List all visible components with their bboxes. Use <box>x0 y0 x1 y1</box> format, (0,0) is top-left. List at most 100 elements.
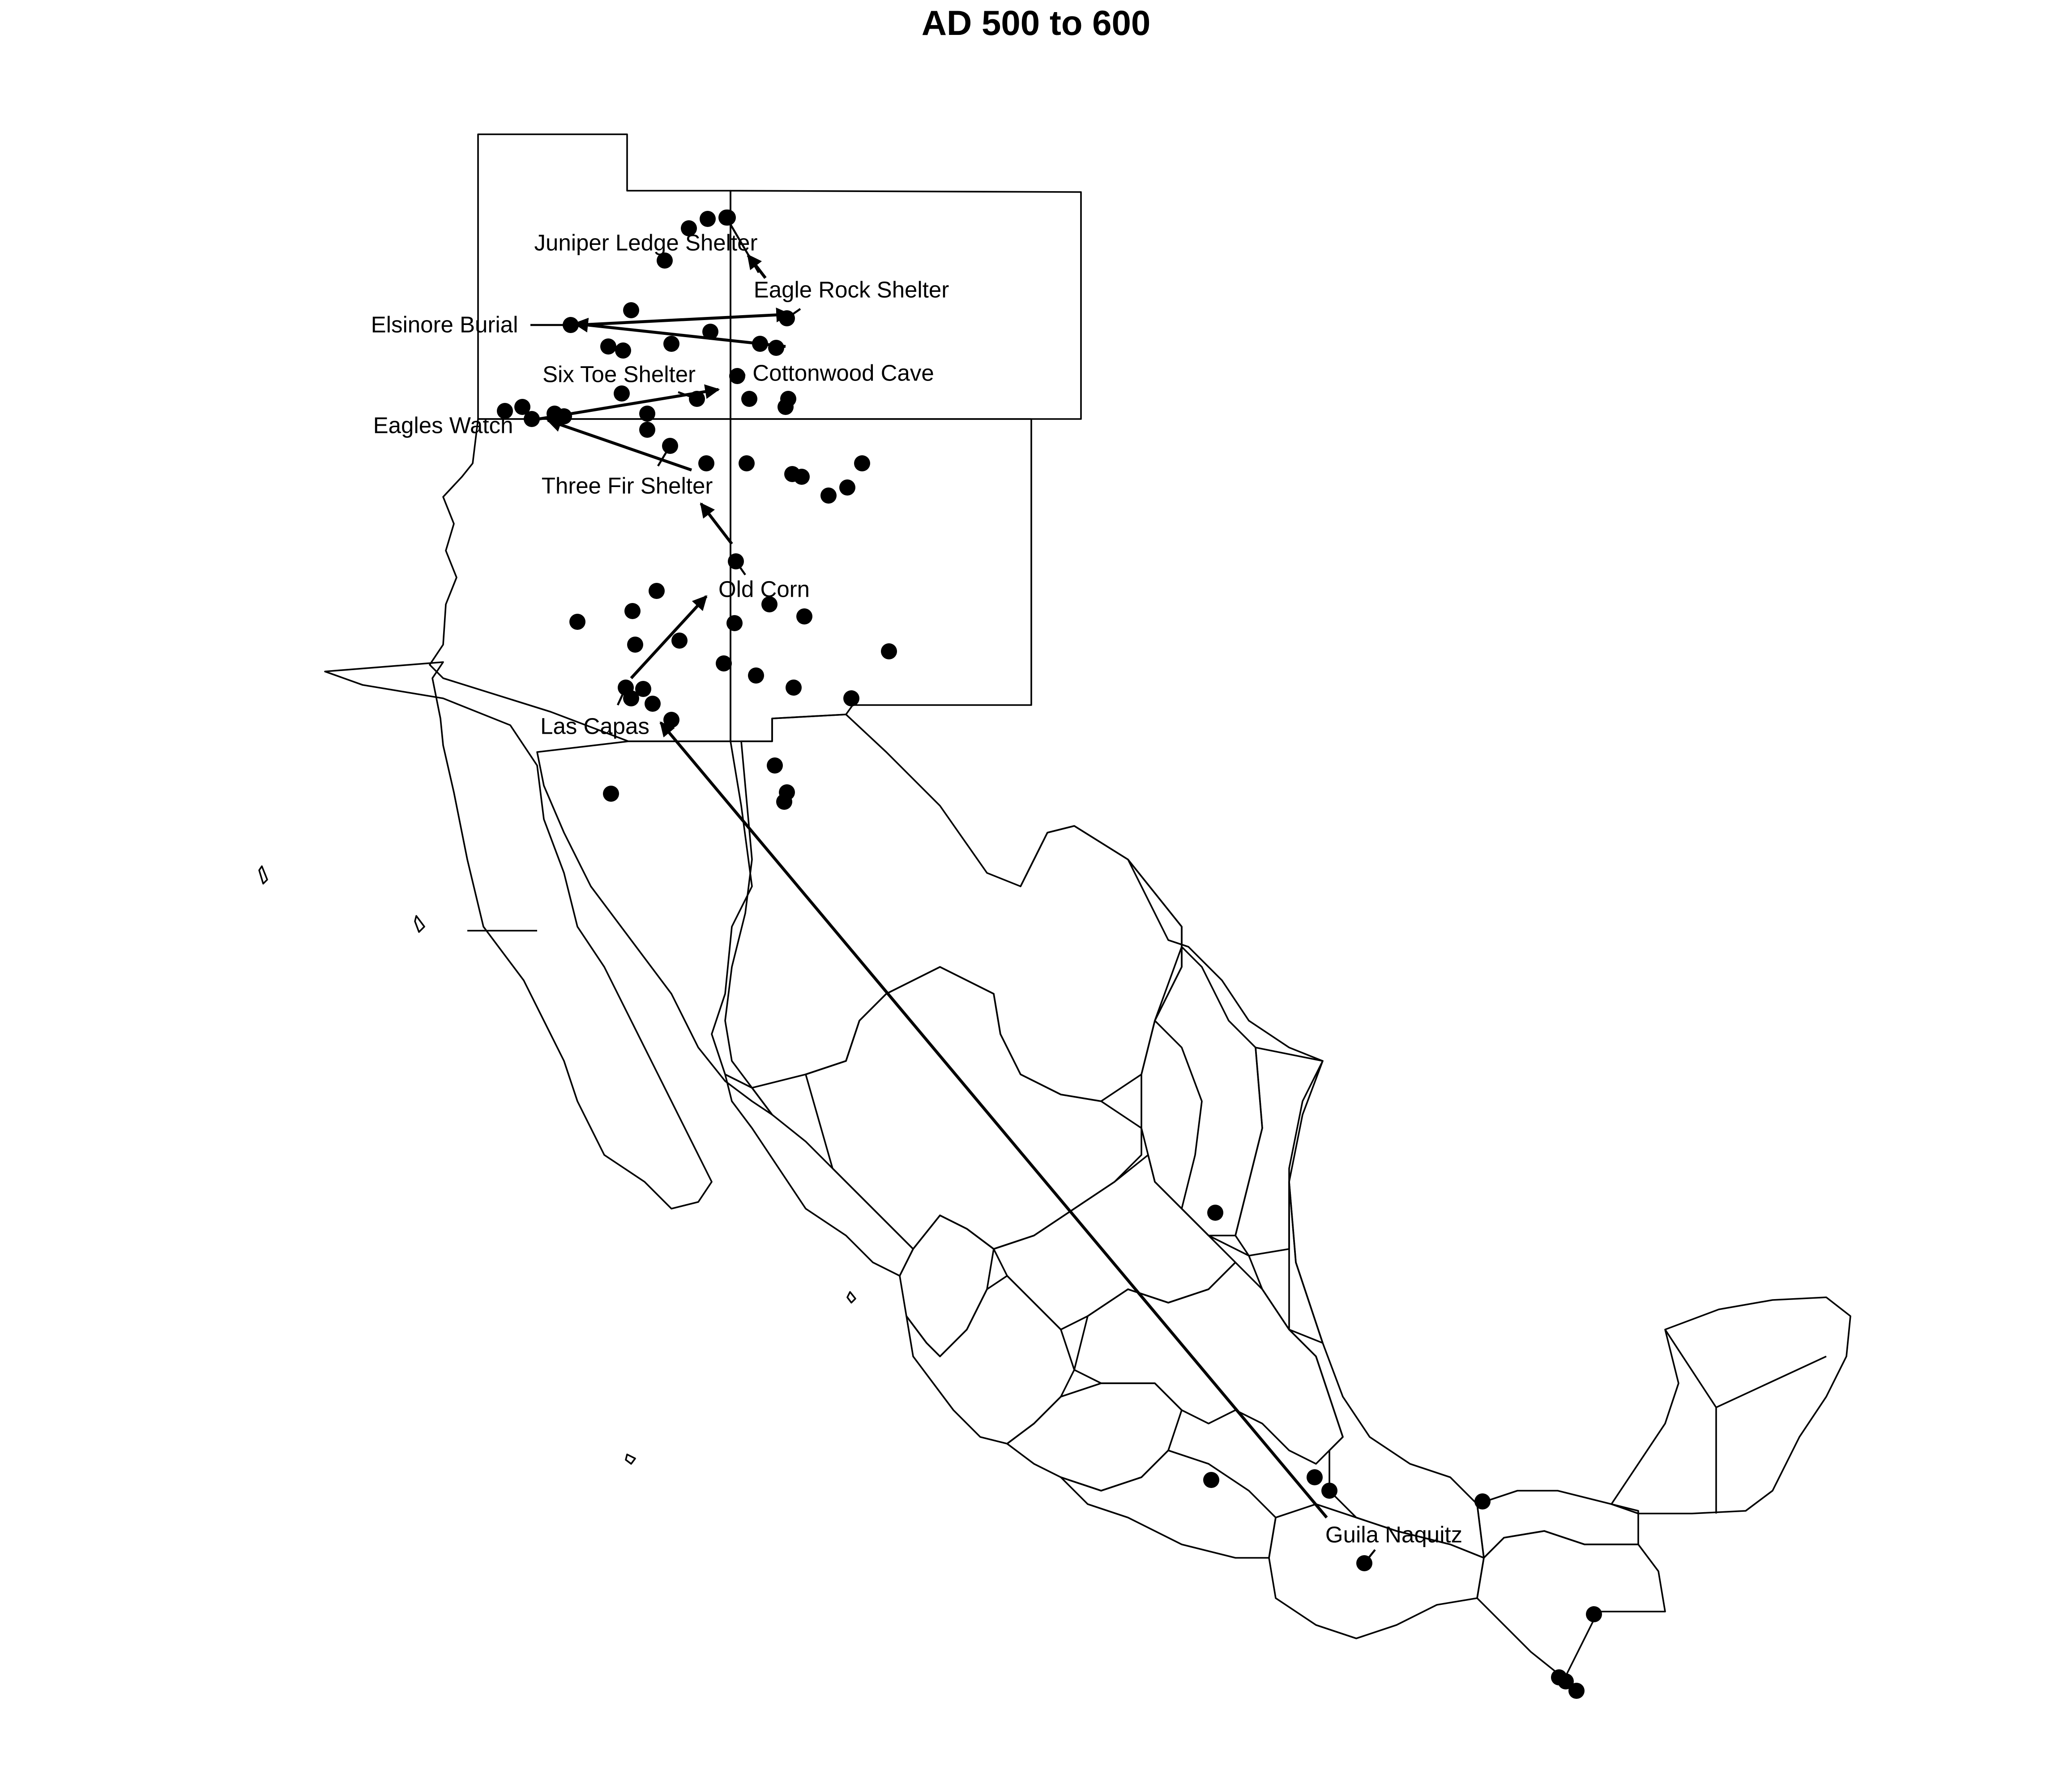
map-title: AD 500 to 600 <box>921 3 1151 43</box>
label-leader-line <box>616 687 627 706</box>
boundary-guerrero <box>1060 1450 1277 1559</box>
site-dot <box>741 391 757 407</box>
site-dot <box>639 406 655 422</box>
site-dot <box>663 336 679 352</box>
label-leader-line <box>678 391 697 400</box>
site-labels: Juniper Ledge Shelter Eagle Rock Shelter E… <box>371 217 1462 1564</box>
route-arrow <box>700 502 733 545</box>
site-dot <box>748 667 764 684</box>
site-dot <box>623 302 639 318</box>
boundary-veracruz <box>1288 1181 1485 1559</box>
label-leader-line <box>1363 1549 1376 1564</box>
routes <box>530 254 1328 1519</box>
boundary-zacatecas <box>993 1154 1236 1330</box>
island-2 <box>414 915 425 933</box>
route-arrow <box>577 308 791 327</box>
boundary-baja-california <box>324 661 713 1210</box>
boundary-central-highlands <box>1073 1261 1344 1465</box>
site-dot <box>514 399 530 415</box>
boundary-sonora <box>536 740 773 1116</box>
route-arrow <box>659 721 1328 1519</box>
island-3 <box>625 1454 636 1465</box>
boundary-coahuila <box>1020 825 1324 1257</box>
label-leader-line <box>657 445 671 467</box>
site-dot <box>1203 1472 1219 1488</box>
site-label: Old Corn <box>718 576 810 602</box>
route-arrow <box>573 317 786 348</box>
site-dot <box>854 455 870 471</box>
site-dot <box>1321 1483 1337 1499</box>
route-arrow <box>546 418 692 472</box>
site-dot <box>1586 1606 1602 1622</box>
site-dot <box>796 608 812 624</box>
site-label: Six Toe Shelter <box>543 361 696 387</box>
site-label: Las Capas <box>540 713 649 739</box>
site-label: Three Fir Shelter <box>542 473 713 498</box>
site-dot <box>698 455 714 471</box>
site-dot <box>624 603 641 619</box>
site-dot <box>639 422 655 438</box>
site-dot <box>1568 1683 1585 1699</box>
site-dot <box>671 633 688 649</box>
boundary-sinaloa <box>724 1073 914 1277</box>
boundary-nuevo-leon <box>1154 946 1263 1236</box>
site-dot <box>1307 1469 1323 1485</box>
site-label: Cottonwood Cave <box>752 360 934 385</box>
label-leader-line <box>735 560 746 576</box>
label-leader-line <box>737 373 746 377</box>
site-dot <box>1207 1205 1223 1221</box>
site-dot <box>881 643 897 659</box>
site-dot <box>739 455 755 471</box>
site-dot <box>615 342 631 359</box>
site-dot <box>569 614 585 630</box>
site-dots <box>497 210 1602 1699</box>
site-label: Juniper Ledge Shelter <box>534 230 757 255</box>
boundary-chiapas <box>1476 1530 1666 1680</box>
site-dot <box>1558 1673 1574 1689</box>
boundary-yucatan-split-2 <box>1716 1356 1827 1408</box>
label-leader-line <box>726 217 760 274</box>
boundary-yucatan-peninsula <box>1611 1296 1851 1514</box>
site-dot <box>820 487 837 504</box>
site-dot <box>716 655 732 671</box>
site-label: Guila Naquitz <box>1325 1522 1462 1547</box>
site-dot <box>776 794 792 810</box>
boundary-colorado <box>730 190 1082 420</box>
state-boundaries <box>258 133 1851 1680</box>
site-dot <box>778 399 794 415</box>
site-dot <box>768 340 784 356</box>
boundary-chihuahua <box>724 714 1183 1102</box>
boundary-tamaulipas <box>1235 1047 1324 1344</box>
site-dot <box>681 220 697 236</box>
boundary-durango <box>805 966 1142 1250</box>
site-dot <box>839 479 855 496</box>
site-dot <box>635 681 651 697</box>
island-1 <box>258 865 268 885</box>
site-label: Eagle Rock Shelter <box>754 277 949 302</box>
site-dot <box>614 385 630 402</box>
site-dot <box>726 615 743 631</box>
site-dot <box>600 338 616 355</box>
boundary-nayarit <box>899 1214 995 1357</box>
site-dot <box>657 252 673 269</box>
boundary-jalisco <box>906 1275 1075 1445</box>
site-dot <box>794 469 810 485</box>
site-dot <box>663 712 679 728</box>
route-arrow <box>630 595 708 680</box>
site-dot <box>843 690 859 706</box>
site-label: Elsinore Burial <box>371 312 518 337</box>
site-dot <box>702 324 718 340</box>
site-dot <box>497 403 513 419</box>
site-dot <box>649 583 665 599</box>
boundary-michoacan <box>1006 1382 1183 1492</box>
island-4 <box>846 1291 856 1304</box>
site-label: Eagles Watch <box>373 412 513 438</box>
site-dot <box>627 637 643 653</box>
site-dot <box>603 786 619 802</box>
site-dot <box>645 696 661 712</box>
site-dot <box>1474 1493 1491 1509</box>
site-dot <box>767 757 783 774</box>
site-dot <box>761 596 778 612</box>
